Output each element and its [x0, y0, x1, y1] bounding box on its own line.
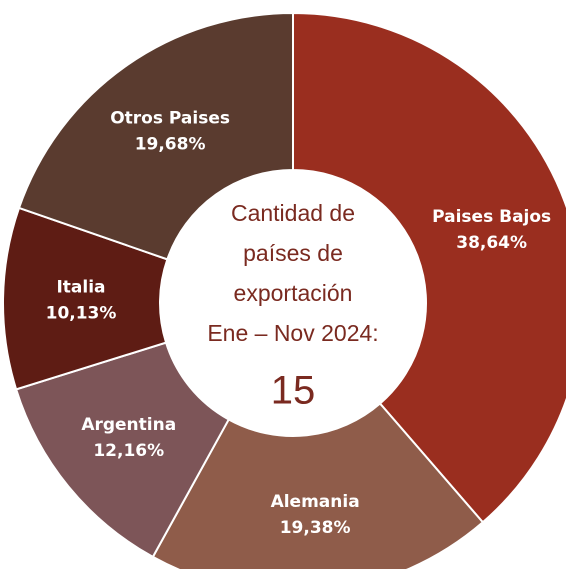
center-text: exportación [234, 280, 353, 306]
slice-value: 19,38% [280, 518, 351, 538]
slice [151, 402, 485, 569]
slice [2, 206, 169, 391]
center-text: Cantidad de [231, 200, 355, 226]
slice-value: 10,13% [46, 304, 117, 324]
slice-label: Otros Paises [110, 108, 230, 128]
slice-value: 38,64% [456, 233, 527, 253]
slice [14, 341, 231, 559]
center-text: Ene – Nov 2024: [207, 320, 378, 346]
slice-label: Alemania [271, 492, 360, 512]
slice-value: 12,16% [93, 441, 164, 461]
slice-label: Paises Bajos [432, 207, 551, 227]
slice-label: Argentina [81, 415, 176, 435]
center-value: 15 [271, 369, 316, 413]
center-text: países de [243, 240, 343, 266]
slice-value: 19,68% [135, 134, 206, 154]
slice [17, 11, 294, 261]
slice [292, 11, 566, 524]
donut-hole [161, 171, 425, 435]
slice-label: Italia [56, 278, 105, 298]
